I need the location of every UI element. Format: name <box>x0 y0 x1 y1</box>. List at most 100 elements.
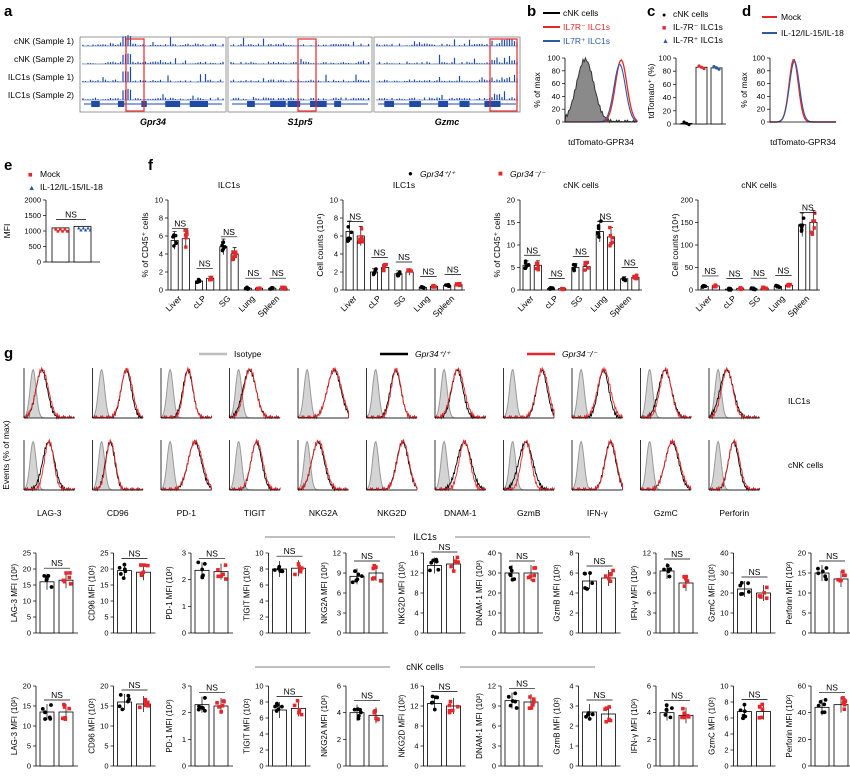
ns-annotation: NS <box>749 690 761 700</box>
data-point <box>231 257 235 262</box>
ko-histogram <box>640 366 692 420</box>
y-tick-label: 0 <box>569 762 573 771</box>
y-tick-label: 0 <box>337 629 341 638</box>
data-point <box>532 573 537 578</box>
y-tick-label: 0 <box>337 762 341 771</box>
data-point: ■ <box>63 227 66 233</box>
ns-annotation: NS <box>398 252 410 262</box>
y-tick-label: 4 <box>159 250 163 259</box>
track-frame <box>227 36 373 113</box>
marker-label: IFN-γ <box>587 508 609 518</box>
data-point <box>838 578 843 583</box>
y-tick-label: 40 <box>552 92 560 101</box>
x-tick-label: Lung <box>588 293 609 314</box>
data-point <box>298 568 303 572</box>
gene-exon <box>247 101 255 107</box>
ns-annotation: NS <box>247 268 259 278</box>
gene-exon <box>438 101 449 107</box>
y-tick-label: 4 <box>414 742 418 751</box>
data-point <box>43 710 47 715</box>
y-tick-label: 10 <box>100 597 108 606</box>
y-tick-label: 150 <box>680 218 693 227</box>
ns-annotation: NS <box>551 269 563 279</box>
y-tick-label: 3 <box>337 609 341 618</box>
ns-annotation: NS <box>516 551 528 561</box>
data-point <box>757 594 762 598</box>
data-point <box>234 251 238 256</box>
ko-histogram <box>366 367 418 420</box>
data-point <box>44 577 49 582</box>
data-point <box>46 573 51 578</box>
y-tick-label: 10 <box>155 196 163 205</box>
data-point <box>185 232 189 236</box>
y-axis-label: GzmC MFI (10²) <box>708 697 717 755</box>
y-tick-label: 2 <box>569 722 573 731</box>
data-point <box>534 261 539 266</box>
data-point <box>275 701 279 706</box>
y-tick-label: 2 <box>159 268 163 277</box>
legend-label: IL-7R⁻ ILC1s <box>673 22 723 32</box>
bar <box>446 705 461 767</box>
data-point <box>61 578 66 583</box>
data-point <box>195 280 200 284</box>
data-point: ■ <box>54 227 57 233</box>
y-tick-label: 5 <box>511 263 515 272</box>
data-point <box>699 65 704 69</box>
y-axis-label: % of CD45⁺ cells <box>492 213 502 278</box>
bar <box>504 572 520 634</box>
y-tick-label: 3 <box>492 742 496 751</box>
ns-annotation: NS <box>422 266 434 276</box>
data-point <box>126 693 131 698</box>
data-point <box>296 562 301 566</box>
bar <box>695 66 708 125</box>
data-point <box>842 707 846 712</box>
ko-histogram <box>640 438 692 492</box>
data-point <box>456 560 460 564</box>
data-point <box>359 227 364 231</box>
data-point <box>297 707 302 712</box>
gene-exon <box>189 101 209 107</box>
panel-letter-d: d <box>742 3 751 20</box>
data-point <box>609 572 613 576</box>
y-axis-label: PD-1 MFI (10²) <box>165 566 174 620</box>
ns-annotation: NS <box>223 227 235 237</box>
ko-histogram <box>571 366 623 420</box>
data-point <box>456 704 460 709</box>
data-point <box>203 696 207 700</box>
y-axis-label: MFI <box>2 224 12 239</box>
data-point <box>823 574 828 579</box>
data-point: ■ <box>59 227 62 233</box>
panel-letter-e: e <box>4 157 12 174</box>
y-tick-label: 80 <box>757 66 765 75</box>
data-point <box>221 240 225 245</box>
panel-letter-c: c <box>647 3 655 20</box>
bar <box>349 575 365 634</box>
gene-name: Gzmc <box>435 117 460 127</box>
y-tick-label: 2 <box>259 746 263 755</box>
x-tick-label: SG <box>392 293 408 309</box>
ns-annotation: NS <box>575 247 587 257</box>
y-tick-label: 40 <box>757 92 765 101</box>
data-point <box>273 704 277 709</box>
data-point <box>801 216 806 220</box>
y-tick-label: 0 <box>802 762 806 771</box>
y-tick-label: 60 <box>757 79 765 88</box>
y-tick-label: 0 <box>667 120 671 129</box>
track-label: cNK (Sample 1) <box>14 36 74 46</box>
y-tick-label: 2 <box>334 268 338 277</box>
y-axis-label: Events (% of max) <box>1 420 11 490</box>
y-tick-label: 8 <box>414 589 418 598</box>
data-point <box>603 574 608 578</box>
data-point <box>350 580 355 585</box>
data-point <box>356 713 361 718</box>
data-point <box>203 708 207 713</box>
data-point <box>728 286 732 291</box>
y-tick-label: 2 <box>182 575 186 584</box>
data-point <box>346 224 351 229</box>
ns-annotation: NS <box>802 203 814 213</box>
data-point <box>118 693 123 697</box>
data-point <box>346 236 351 241</box>
gene-highlight-box <box>125 38 145 112</box>
data-point <box>764 286 768 290</box>
ns-annotation: NS <box>174 219 186 229</box>
